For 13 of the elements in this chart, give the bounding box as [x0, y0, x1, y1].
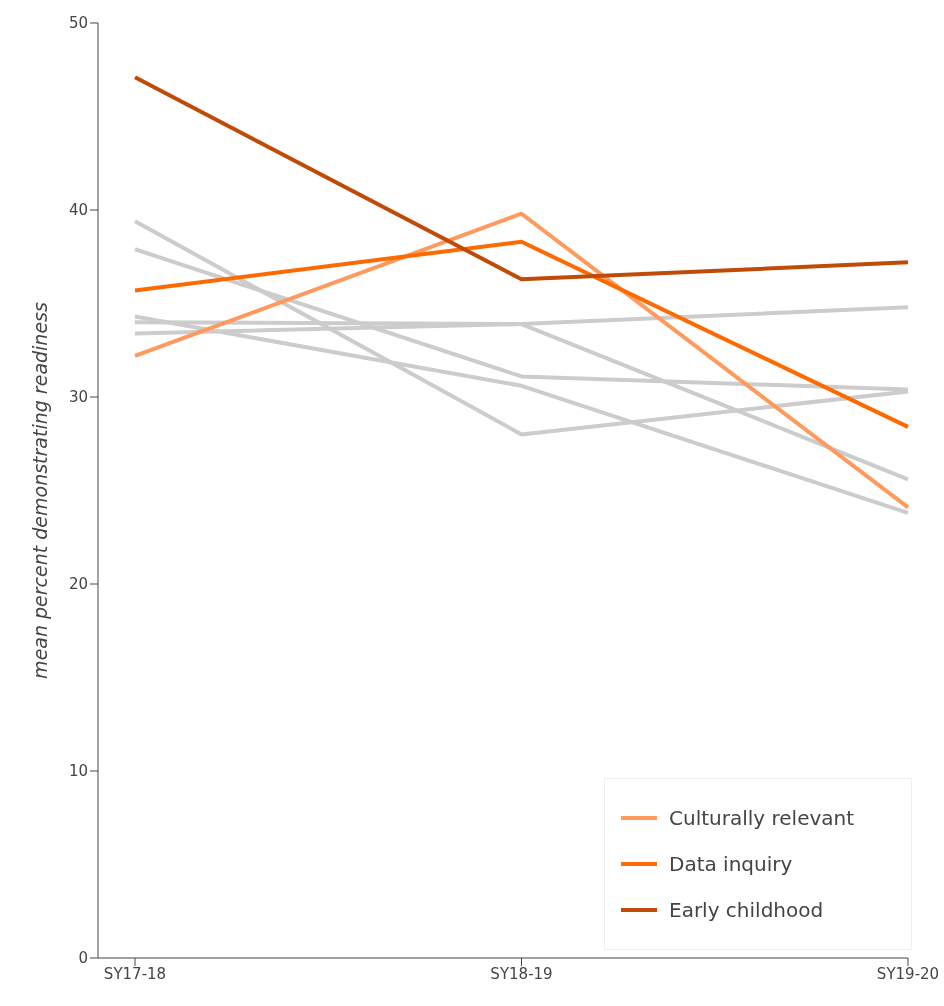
y-tick-label: 40	[68, 201, 88, 220]
x-tick-label: SY19-20	[876, 964, 940, 983]
y-tick-label: 0	[78, 949, 88, 968]
x-tick-label: SY18-19	[490, 964, 553, 983]
legend-label: Culturally relevant	[669, 806, 855, 830]
legend-label: Data inquiry	[669, 852, 793, 876]
y-tick-label: 10	[68, 762, 88, 781]
y-tick-label: 50	[68, 14, 88, 33]
x-tick-label: SY17-18	[103, 964, 167, 983]
y-axis-title: mean percent demonstrating readiness	[28, 302, 51, 679]
y-tick-label: 20	[68, 575, 88, 594]
y-tick-label: 30	[68, 388, 88, 407]
legend-label: Early childhood	[669, 898, 824, 922]
